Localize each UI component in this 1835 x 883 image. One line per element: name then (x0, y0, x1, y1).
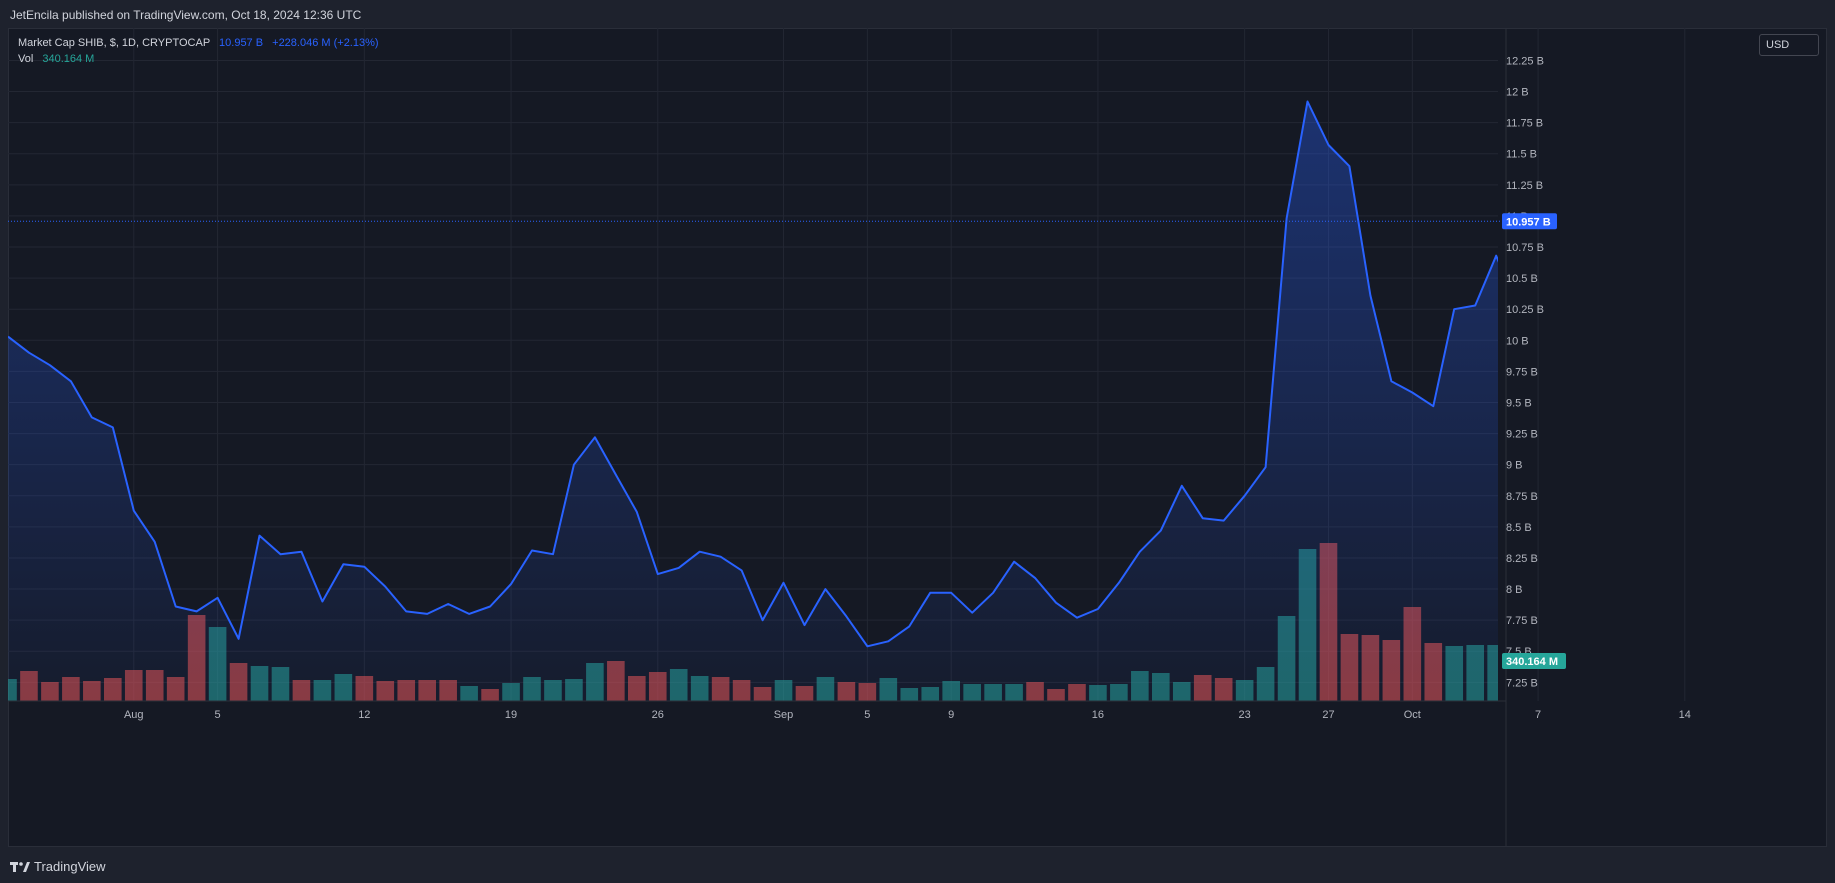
x-tick-label: 9 (948, 709, 954, 721)
tradingview-logo-icon (10, 861, 30, 872)
x-tick-label: 5 (215, 709, 221, 721)
last-value: 10.957 B (219, 37, 264, 49)
x-axis-labels: Aug 5 12 19 26 Sep 5 9 16 23 27 Oct 7 14 (124, 709, 1691, 721)
y-tick-label: 8.75 B (1506, 491, 1538, 503)
symbol-label[interactable]: Market Cap SHIB, $, 1D, CRYPTOCAP (18, 37, 210, 49)
volume-label[interactable]: Vol (18, 53, 34, 65)
price-tag: 10.957 B (1502, 213, 1557, 230)
y-tick-label: 9.25 B (1506, 429, 1538, 441)
x-tick-label: 5 (864, 709, 870, 721)
price-tag-bg (1502, 213, 1557, 230)
y-tick-label: 8 B (1506, 584, 1523, 596)
x-tick-label: 14 (1679, 709, 1691, 721)
volume-bar (1739, 653, 1757, 701)
publisher-info: JetEncila published on TradingView.com, … (10, 8, 362, 22)
price-area-group (8, 100, 1498, 701)
volume-bar (1697, 640, 1715, 701)
volume-tag-bg (1502, 653, 1566, 669)
volume-tag-label: 340.164 M (1506, 656, 1558, 668)
price-area (8, 101, 1498, 701)
y-tick-label: 8.25 B (1506, 553, 1538, 565)
volume-value: 340.164 M (42, 53, 95, 65)
volume-bar (1571, 665, 1589, 701)
x-tick-label: Aug (124, 709, 144, 721)
y-tick-label: 11.75 B (1506, 118, 1543, 130)
y-tick-label: 12.25 B (1506, 55, 1544, 67)
volume-bar (1655, 672, 1673, 701)
y-tick-label: 11.25 B (1506, 180, 1543, 192)
y-tick-label: 9.5 B (1506, 397, 1532, 409)
x-tick-label: 19 (505, 709, 517, 721)
x-tick-label: 27 (1322, 709, 1334, 721)
price-tag-label: 10.957 B (1506, 216, 1551, 228)
x-tick-label: 7 (1535, 709, 1541, 721)
chart-frame (8, 28, 1827, 847)
currency-selector[interactable]: USD (1759, 34, 1819, 56)
y-tick-label: 7.25 B (1506, 677, 1538, 689)
x-tick-label: 12 (358, 709, 370, 721)
publish-header: JetEncila published on TradingView.com, … (0, 0, 1835, 28)
y-tick-label: 8.5 B (1506, 522, 1532, 534)
tradingview-brand-label: TradingView (34, 859, 106, 874)
y-tick-label: 9 B (1506, 460, 1523, 472)
volume-bar (1634, 653, 1652, 701)
legend-volume-row: Vol 340.164 M (18, 51, 379, 67)
y-tick-label: 7.75 B (1506, 615, 1538, 627)
volume-bar (1718, 626, 1736, 701)
x-tick-label: 26 (652, 709, 664, 721)
x-tick-label: 23 (1239, 709, 1251, 721)
price-line (8, 100, 1498, 648)
y-tick-label: 10 B (1506, 335, 1529, 347)
legend-main-row: Market Cap SHIB, $, 1D, CRYPTOCAP 10.957… (18, 35, 379, 51)
change-value: +228.046 M (+2.13%) (272, 37, 379, 49)
y-tick-label: 10.75 B (1506, 242, 1544, 254)
x-tick-label: 16 (1092, 709, 1104, 721)
volume-bar (1592, 665, 1610, 701)
y-tick-label: 11.5 B (1506, 149, 1537, 161)
volume-tag: 340.164 M (1502, 653, 1566, 669)
chart-legend: Market Cap SHIB, $, 1D, CRYPTOCAP 10.957… (18, 35, 379, 67)
volume-bar (1613, 660, 1631, 701)
market-cap-chart[interactable]: 7.25 B7.5 B7.75 B8 B8.25 B8.5 B8.75 B9 B… (8, 28, 1827, 847)
y-tick-label: 9.75 B (1506, 366, 1538, 378)
volume-bar (1760, 661, 1778, 701)
y-tick-label: 10.25 B (1506, 304, 1544, 316)
x-tick-label: Sep (774, 709, 794, 721)
y-tick-label: 12 B (1506, 87, 1529, 99)
footer-brand[interactable]: TradingView (10, 859, 106, 874)
x-tick-label: Oct (1404, 709, 1421, 721)
y-tick-label: 10.5 B (1506, 273, 1538, 285)
